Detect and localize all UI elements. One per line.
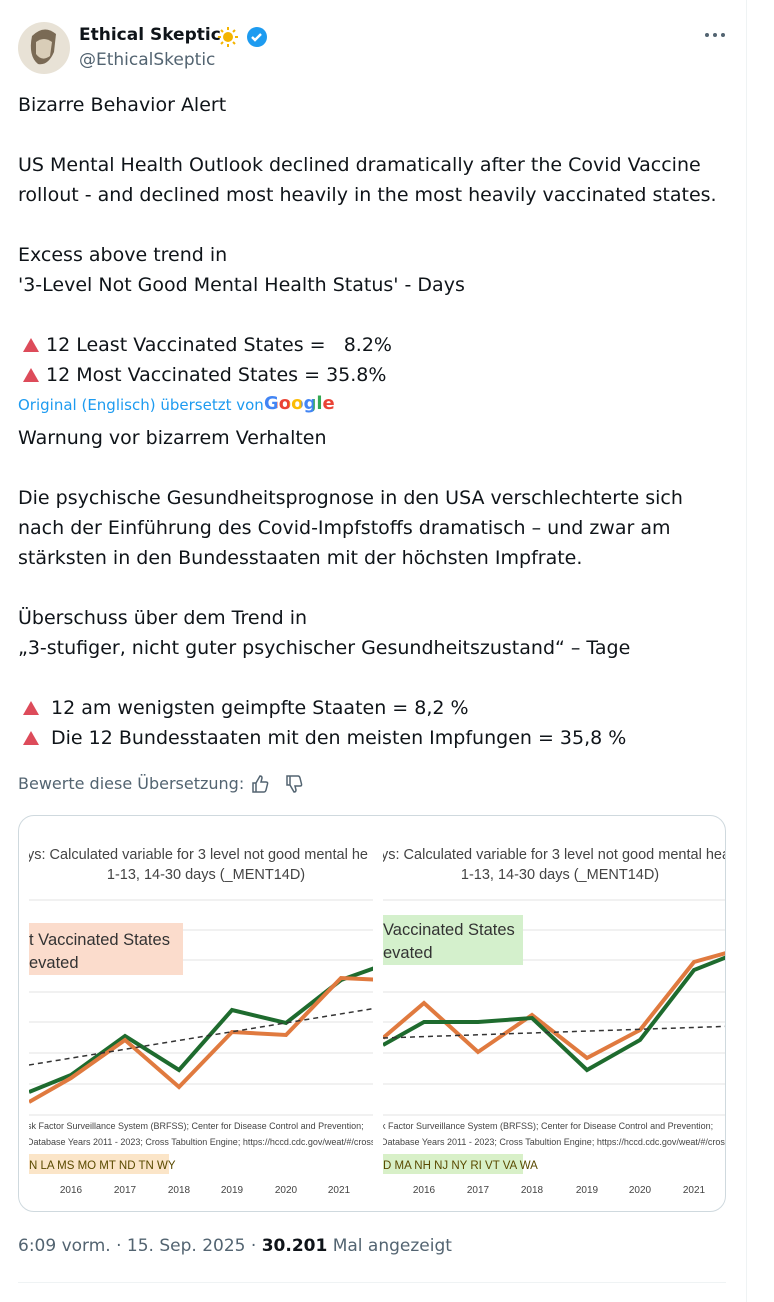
image-year: 2019 xyxy=(221,1185,244,1196)
timestamp: 6:09 vorm. · 15. Sep. 2025 · 30.201 Mal … xyxy=(18,1236,452,1256)
image-box-text: Vaccinated States xyxy=(383,921,515,939)
text-line: Warnung vor bizarrem Verhalten xyxy=(18,427,327,449)
separator: · xyxy=(250,1236,257,1256)
rate-buttons[interactable] xyxy=(250,774,306,794)
chart-image: ys: Calculated variable for 3 level not … xyxy=(381,847,726,1212)
text-line: Die 12 Bundesstaaten mit den meisten Imp… xyxy=(51,727,627,749)
text-line: „3-stufiger, nicht guter psychischer Ges… xyxy=(18,637,631,659)
image-title: 1-13, 14-30 days (_MENT14D) xyxy=(107,867,305,883)
image-source: sk Factor Surveillance System (BRFSS); C… xyxy=(29,1121,364,1131)
time[interactable]: 6:09 vorm. xyxy=(18,1236,111,1256)
translation-note[interactable]: Original (Englisch) übersetzt von xyxy=(18,396,264,414)
alert-icon xyxy=(23,731,39,745)
alert-icon xyxy=(23,338,39,352)
image-box-text: t Vaccinated States xyxy=(29,931,170,949)
image-year: 2017 xyxy=(114,1185,137,1196)
image-title: 1-13, 14-30 days (_MENT14D) xyxy=(461,867,659,883)
text-line: stärksten in den Bundesstaaten mit der h… xyxy=(18,547,583,569)
divider xyxy=(18,1282,726,1283)
text-line: Bizarre Behavior Alert xyxy=(18,94,227,116)
alert-icon xyxy=(23,701,39,715)
divider xyxy=(746,0,747,1302)
image-legend: Report 'Not Good Level 3' Mental H xyxy=(237,1210,373,1212)
alert-icon xyxy=(23,368,39,382)
image-legend: Level 3' Mental Health Status, 1-13 days xyxy=(383,1210,545,1212)
text-line: 12 Most Vaccinated States = 35.8% xyxy=(46,364,387,386)
triangle xyxy=(23,368,39,382)
text-line: US Mental Health Outlook declined dramat… xyxy=(18,154,701,176)
image-year: 2020 xyxy=(629,1185,652,1196)
triangle xyxy=(23,338,39,352)
image-left[interactable]: ys: Calculated variable for 3 level not … xyxy=(19,816,373,1212)
chart-image: ys: Calculated variable for 3 level not … xyxy=(27,847,373,1212)
image-box-text: evated xyxy=(383,944,433,962)
text-line: Die psychische Gesundheitsprognose in de… xyxy=(18,487,683,509)
date[interactable]: 15. Sep. 2025 xyxy=(126,1236,246,1256)
image-states: N LA MS MO MT ND TN WY xyxy=(29,1160,176,1172)
separator: · xyxy=(116,1236,122,1256)
text-line: 12 am wenigsten geimpfte Staaten = 8,2 % xyxy=(51,697,469,719)
media[interactable]: ys: Calculated variable for 3 level not … xyxy=(18,815,726,1212)
views-label: Mal angezeigt xyxy=(332,1236,452,1256)
image-right[interactable]: ys: Calculated variable for 3 level not … xyxy=(373,816,726,1212)
image-source: Database Years 2011 - 2023; Cross Tabult… xyxy=(29,1137,373,1147)
image-year: 2021 xyxy=(683,1185,706,1196)
image-year: 2020 xyxy=(275,1185,298,1196)
image-year: 2016 xyxy=(413,1185,436,1196)
image-source: k Factor Surveillance System (BRFSS); Ce… xyxy=(383,1121,713,1131)
image-year: 2018 xyxy=(168,1185,191,1196)
google-logo: Google xyxy=(264,393,335,414)
badges xyxy=(218,27,267,47)
more-button[interactable] xyxy=(704,28,726,42)
image-legend: Level 3' Mental Health Status, 1-13 days xyxy=(29,1210,191,1212)
avatar[interactable] xyxy=(18,22,70,74)
image-year: 2017 xyxy=(467,1185,490,1196)
image-year: 2021 xyxy=(328,1185,351,1196)
image-states: D MA NH NJ NY RI VT VA WA xyxy=(383,1160,538,1172)
author-name[interactable]: Ethical Skeptic xyxy=(79,25,221,45)
image-year: 2018 xyxy=(521,1185,544,1196)
text-line: Excess above trend in xyxy=(18,244,228,266)
triangle xyxy=(23,701,39,715)
image-source: Database Years 2011 - 2023; Cross Tabult… xyxy=(383,1137,726,1147)
text-line: '3-Level Not Good Mental Health Status' … xyxy=(18,274,465,296)
text-line: nach der Einführung des Covid-Impfstoffs… xyxy=(18,517,671,539)
image-year: 2016 xyxy=(60,1185,83,1196)
rate-label: Bewerte diese Übersetzung: xyxy=(18,774,245,793)
image-box-text: evated xyxy=(29,954,79,972)
text-line: Überschuss über dem Trend in xyxy=(18,607,308,629)
image-year: 2019 xyxy=(576,1185,599,1196)
view-count: 30.201 xyxy=(261,1236,328,1256)
image-legend: Report 'Not Good Level 3' Mental H xyxy=(591,1210,726,1212)
text-line: 12 Least Vaccinated States = 8.2% xyxy=(46,334,392,356)
author-handle[interactable]: @EthicalSkeptic xyxy=(79,50,216,70)
image-title: ys: Calculated variable for 3 level not … xyxy=(383,847,726,863)
triangle xyxy=(23,731,39,745)
text-line: rollout - and declined most heavily in t… xyxy=(18,184,717,206)
image-title: ys: Calculated variable for 3 level not … xyxy=(29,847,368,863)
